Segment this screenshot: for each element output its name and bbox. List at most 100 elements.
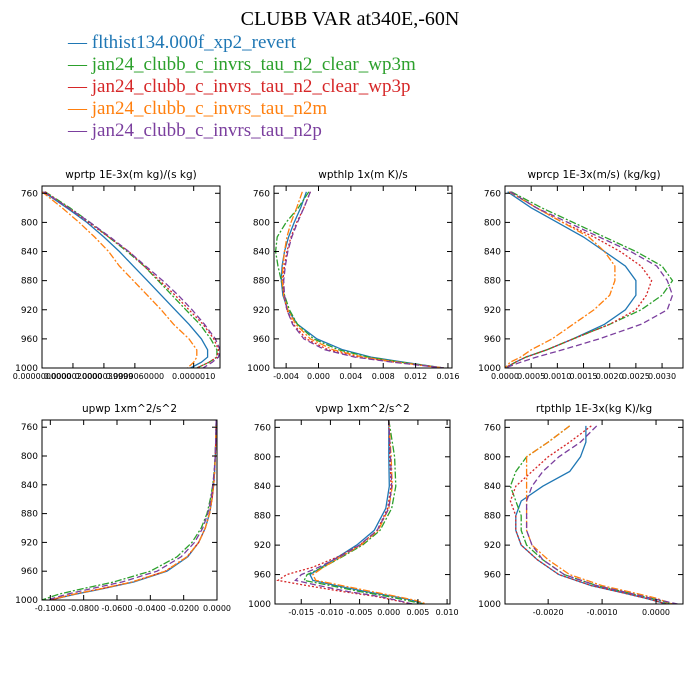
x-tick-label: -0.1000: [35, 604, 66, 613]
x-tick-label: -0.005: [347, 608, 373, 617]
y-tick-label: 800: [254, 453, 271, 463]
series-line: [43, 191, 209, 368]
panel-title: rtpthlp 1E-3x(kg K)/kg: [536, 403, 652, 415]
series-line: [294, 420, 413, 604]
x-tick-label: -0.0800: [68, 604, 99, 613]
y-tick-label: 1000: [248, 600, 271, 610]
plot-frame: [273, 185, 453, 369]
y-tick-label: 960: [253, 335, 270, 345]
series-line: [280, 191, 444, 368]
x-tick-label: -0.0400: [135, 604, 166, 613]
x-tick-label: 0.0000: [491, 372, 519, 381]
x-tick-label: 0.0000020000: [44, 372, 103, 381]
y-tick-label: 800: [484, 453, 501, 463]
legend-line-swatch: —: [68, 54, 92, 75]
x-tick-label: 0.008: [372, 372, 395, 381]
chart-panel: wprcp 1E-3x(m/s) (kg/kg) 760 800 840 880 920 9…: [478, 169, 684, 381]
legend: — flthist134.000f_xp2_revert — jan24_clu…: [68, 32, 416, 142]
y-tick-label: 1000: [15, 596, 38, 606]
x-tick-label: -0.0600: [102, 604, 133, 613]
y-tick-label: 760: [253, 189, 270, 199]
y-tick-label: 840: [254, 482, 271, 492]
y-tick-label: 1000: [247, 364, 270, 374]
x-tick-label: -0.0020: [533, 608, 564, 617]
y-tick-label: 760: [21, 189, 38, 199]
y-tick-label: 880: [484, 277, 501, 287]
chart-panel: rtpthlp 1E-3x(kg K)/kg 760 800 840 880 920 960…: [478, 403, 684, 617]
x-tick-label: 0.016: [437, 372, 460, 381]
legend-label: flthist134.000f_xp2_revert: [91, 32, 296, 53]
series-line: [505, 191, 653, 368]
series-line: [525, 425, 673, 604]
x-tick-label: 0.0000039999: [75, 372, 134, 381]
series-line: [505, 191, 674, 368]
series-line: [281, 191, 444, 368]
y-tick-label: 880: [484, 512, 501, 522]
panel-title: wprtp 1E-3x(m kg)/(s kg): [65, 169, 196, 181]
x-tick-label: -0.004: [273, 372, 299, 381]
series-line: [44, 191, 220, 368]
y-tick-label: 880: [253, 277, 270, 287]
x-tick-label: 0.000: [307, 372, 330, 381]
y-tick-label: 800: [253, 218, 270, 228]
series-line: [283, 191, 444, 368]
x-tick-label: 0.0015: [570, 372, 598, 381]
y-tick-label: 800: [21, 452, 38, 462]
legend-entry: — jan24_clubb_c_invrs_tau_n2m: [68, 98, 416, 120]
x-tick-label: 0.0000010: [172, 372, 215, 381]
series-line: [276, 420, 413, 604]
legend-label: jan24_clubb_c_invrs_tau_n2_clear_wp3m: [91, 54, 416, 75]
y-tick-label: 960: [21, 335, 38, 345]
y-tick-label: 960: [21, 567, 38, 577]
series-line: [50, 420, 217, 600]
legend-line-swatch: —: [68, 76, 92, 97]
x-tick-label: 0.0000: [642, 608, 670, 617]
x-tick-label: 0.0000060000: [106, 372, 165, 381]
figure-title: CLUBB VAR at340E,-60N: [240, 8, 460, 30]
y-tick-label: 1000: [478, 600, 501, 610]
y-tick-label: 920: [21, 538, 38, 548]
series-line: [303, 420, 424, 604]
x-tick-label: 0.0020: [596, 372, 624, 381]
legend-entry: — jan24_clubb_c_invrs_tau_n2p: [68, 120, 416, 142]
x-tick-label: 0.005: [406, 608, 429, 617]
y-tick-label: 840: [21, 481, 38, 491]
series-line: [312, 420, 427, 604]
y-tick-label: 840: [21, 248, 38, 258]
y-tick-label: 1000: [15, 364, 38, 374]
y-tick-label: 760: [484, 189, 501, 199]
y-tick-label: 920: [254, 541, 271, 551]
series-line: [505, 191, 674, 368]
y-tick-label: 1000: [478, 364, 501, 374]
y-tick-label: 920: [484, 541, 501, 551]
x-tick-label: -0.010: [318, 608, 344, 617]
y-tick-label: 880: [21, 510, 38, 520]
series-line: [509, 425, 673, 604]
x-tick-label: 0.010: [436, 608, 459, 617]
plot-frame: [41, 419, 218, 601]
chart-panel: wprtp 1E-3x(m kg)/(s kg) 760 800 840 880 920 9…: [13, 169, 221, 381]
y-tick-label: 760: [484, 423, 501, 433]
x-tick-label: -0.0010: [587, 608, 618, 617]
legend-label: jan24_clubb_c_invrs_tau_n2p: [91, 120, 322, 141]
plot-frame: [504, 419, 684, 605]
x-tick-label: 0.012: [404, 372, 427, 381]
panel-title: wpthlp 1x(m K)/s: [318, 169, 408, 181]
series-line: [42, 191, 198, 368]
plot-frame: [274, 419, 451, 605]
series-line: [50, 420, 217, 600]
x-tick-label: 0.0000: [203, 604, 231, 613]
y-tick-label: 760: [21, 423, 38, 433]
y-tick-label: 920: [484, 306, 501, 316]
panel-title: wprcp 1E-3x(m/s) (kg/kg): [527, 169, 660, 181]
y-tick-label: 880: [21, 277, 38, 287]
y-tick-label: 920: [21, 306, 38, 316]
x-tick-label: 0.0030: [648, 372, 676, 381]
legend-line-swatch: —: [68, 32, 92, 53]
y-tick-label: 840: [253, 248, 270, 258]
y-tick-label: 840: [484, 482, 501, 492]
series-line: [46, 420, 217, 600]
series-line: [509, 425, 667, 604]
plot-frame: [41, 185, 221, 369]
